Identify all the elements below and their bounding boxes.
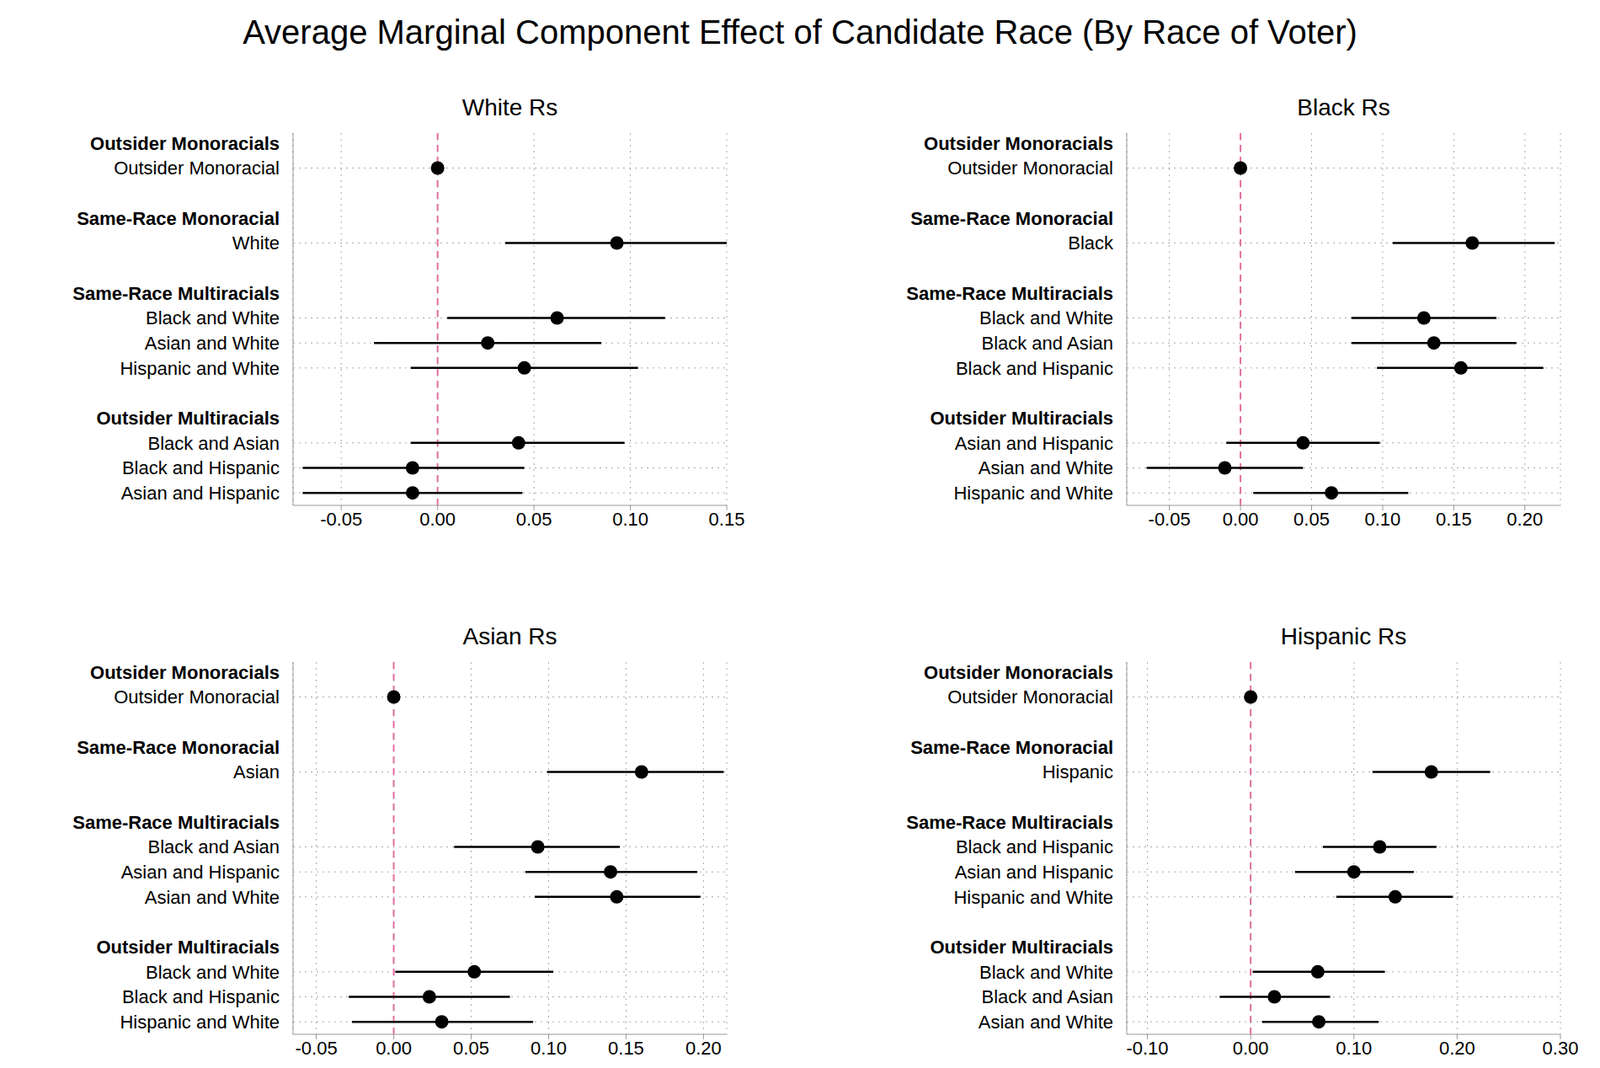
html-text:White Rs: White Rs — [462, 94, 558, 121]
svg-text:Outsider Monoracials: Outsider Monoracials — [923, 133, 1114, 155]
svg-text:0.05: 0.05 — [516, 508, 553, 530]
svg-text:-0.10: -0.10 — [1125, 1037, 1168, 1059]
svg-text:Same-Race Monoracial: Same-Race Monoracial — [76, 736, 280, 758]
svg-text:Black and Hispanic: Black and Hispanic — [122, 457, 280, 479]
svg-text:Outsider Multiracials: Outsider Multiracials — [929, 936, 1114, 958]
svg-text:Black: Black — [1067, 232, 1115, 254]
svg-text:Hispanic and White: Hispanic and White — [953, 482, 1114, 504]
svg-text:0.15: 0.15 — [709, 508, 746, 530]
svg-text:Outsider Multiracials: Outsider Multiracials — [96, 407, 280, 429]
svg-text:Black and White: Black and White — [979, 961, 1114, 983]
svg-text:Same-Race Monoracial: Same-Race Monoracial — [910, 736, 1114, 758]
svg-text:0.20: 0.20 — [1439, 1037, 1476, 1059]
svg-text:0.05: 0.05 — [453, 1037, 490, 1059]
svg-text:Black and Asian: Black and Asian — [147, 836, 280, 858]
svg-text:White: White — [232, 232, 280, 254]
svg-text:0.15: 0.15 — [608, 1037, 645, 1059]
svg-text:0.10: 0.10 — [1365, 508, 1402, 530]
svg-text:Outsider Monoracials: Outsider Monoracials — [90, 133, 280, 155]
svg-text:Hispanic and White: Hispanic and White — [119, 1011, 280, 1033]
svg-text:Black and White: Black and White — [979, 307, 1114, 329]
svg-text:Same-Race Multiracials: Same-Race Multiracials — [72, 282, 280, 304]
svg-text:Asian and Hispanic: Asian and Hispanic — [121, 861, 280, 883]
svg-text:Asian and Hispanic: Asian and Hispanic — [954, 432, 1114, 454]
svg-text:Black and White: Black and White — [145, 307, 280, 329]
svg-text:0.20: 0.20 — [685, 1037, 722, 1059]
svg-text:0.10: 0.10 — [530, 1037, 567, 1059]
svg-text:Outsider Monoracial: Outsider Monoracial — [947, 686, 1114, 708]
svg-text:Same-Race Multiracials: Same-Race Multiracials — [906, 811, 1114, 833]
html-text:Black Rs: Black Rs — [1297, 94, 1391, 121]
svg-text:Asian: Asian — [233, 761, 280, 783]
svg-text:Outsider Monoracial: Outsider Monoracial — [113, 686, 280, 708]
svg-text:Asian and Hispanic: Asian and Hispanic — [954, 861, 1114, 883]
svg-text:0.05: 0.05 — [1293, 508, 1330, 530]
svg-text:Black and Asian: Black and Asian — [981, 332, 1114, 354]
svg-text:Outsider Monoracial: Outsider Monoracial — [947, 157, 1114, 179]
svg-text:0.00: 0.00 — [419, 508, 456, 530]
svg-text:Outsider Multiracials: Outsider Multiracials — [96, 936, 280, 958]
svg-text:Same-Race Monoracial: Same-Race Monoracial — [910, 208, 1114, 230]
svg-text:Same-Race Multiracials: Same-Race Multiracials — [906, 282, 1114, 304]
svg-text:Asian and Hispanic: Asian and Hispanic — [121, 482, 280, 504]
svg-text:Asian and White: Asian and White — [978, 457, 1114, 479]
svg-text:Asian and White: Asian and White — [144, 332, 280, 354]
svg-text:Black and Hispanic: Black and Hispanic — [955, 357, 1114, 379]
svg-text:Black and Hispanic: Black and Hispanic — [122, 986, 280, 1008]
svg-text:Hispanic and White: Hispanic and White — [953, 886, 1114, 908]
svg-text:Same-Race Multiracials: Same-Race Multiracials — [72, 811, 280, 833]
html-text:Asian Rs: Asian Rs — [462, 623, 558, 650]
svg-text:Black and White: Black and White — [145, 961, 280, 983]
svg-text:Outsider Monoracials: Outsider Monoracials — [90, 661, 280, 683]
svg-text:Same-Race Monoracial: Same-Race Monoracial — [76, 208, 280, 230]
svg-text:0.10: 0.10 — [1335, 1037, 1372, 1059]
svg-text:0.15: 0.15 — [1435, 508, 1472, 530]
svg-text:0.00: 0.00 — [1222, 508, 1259, 530]
svg-text:Hispanic: Hispanic — [1042, 761, 1114, 783]
svg-text:Black and Asian: Black and Asian — [981, 986, 1114, 1008]
svg-text:0.20: 0.20 — [1506, 508, 1543, 530]
svg-text:0.00: 0.00 — [1232, 1037, 1270, 1059]
html-text:Average Marginal Component Eff: Average Marginal Component Effect of Can… — [242, 13, 1358, 51]
svg-text:Hispanic and White: Hispanic and White — [119, 357, 280, 379]
svg-text:-0.05: -0.05 — [295, 1037, 338, 1059]
svg-text:Asian and White: Asian and White — [978, 1011, 1114, 1033]
svg-text:Outsider Multiracials: Outsider Multiracials — [929, 407, 1114, 429]
svg-text:Black and Hispanic: Black and Hispanic — [955, 836, 1114, 858]
svg-text:0.00: 0.00 — [375, 1037, 412, 1059]
svg-text:Outsider Monoracial: Outsider Monoracial — [113, 157, 280, 179]
svg-text:Black and Asian: Black and Asian — [147, 432, 280, 454]
svg-text:0.30: 0.30 — [1542, 1037, 1579, 1059]
svg-text:Outsider Monoracials: Outsider Monoracials — [923, 661, 1114, 683]
svg-text:Asian and White: Asian and White — [144, 886, 280, 908]
svg-text:-0.05: -0.05 — [1148, 508, 1191, 530]
svg-text:0.10: 0.10 — [612, 508, 649, 530]
svg-text:-0.05: -0.05 — [320, 508, 363, 530]
html-text:Hispanic Rs: Hispanic Rs — [1280, 623, 1407, 650]
